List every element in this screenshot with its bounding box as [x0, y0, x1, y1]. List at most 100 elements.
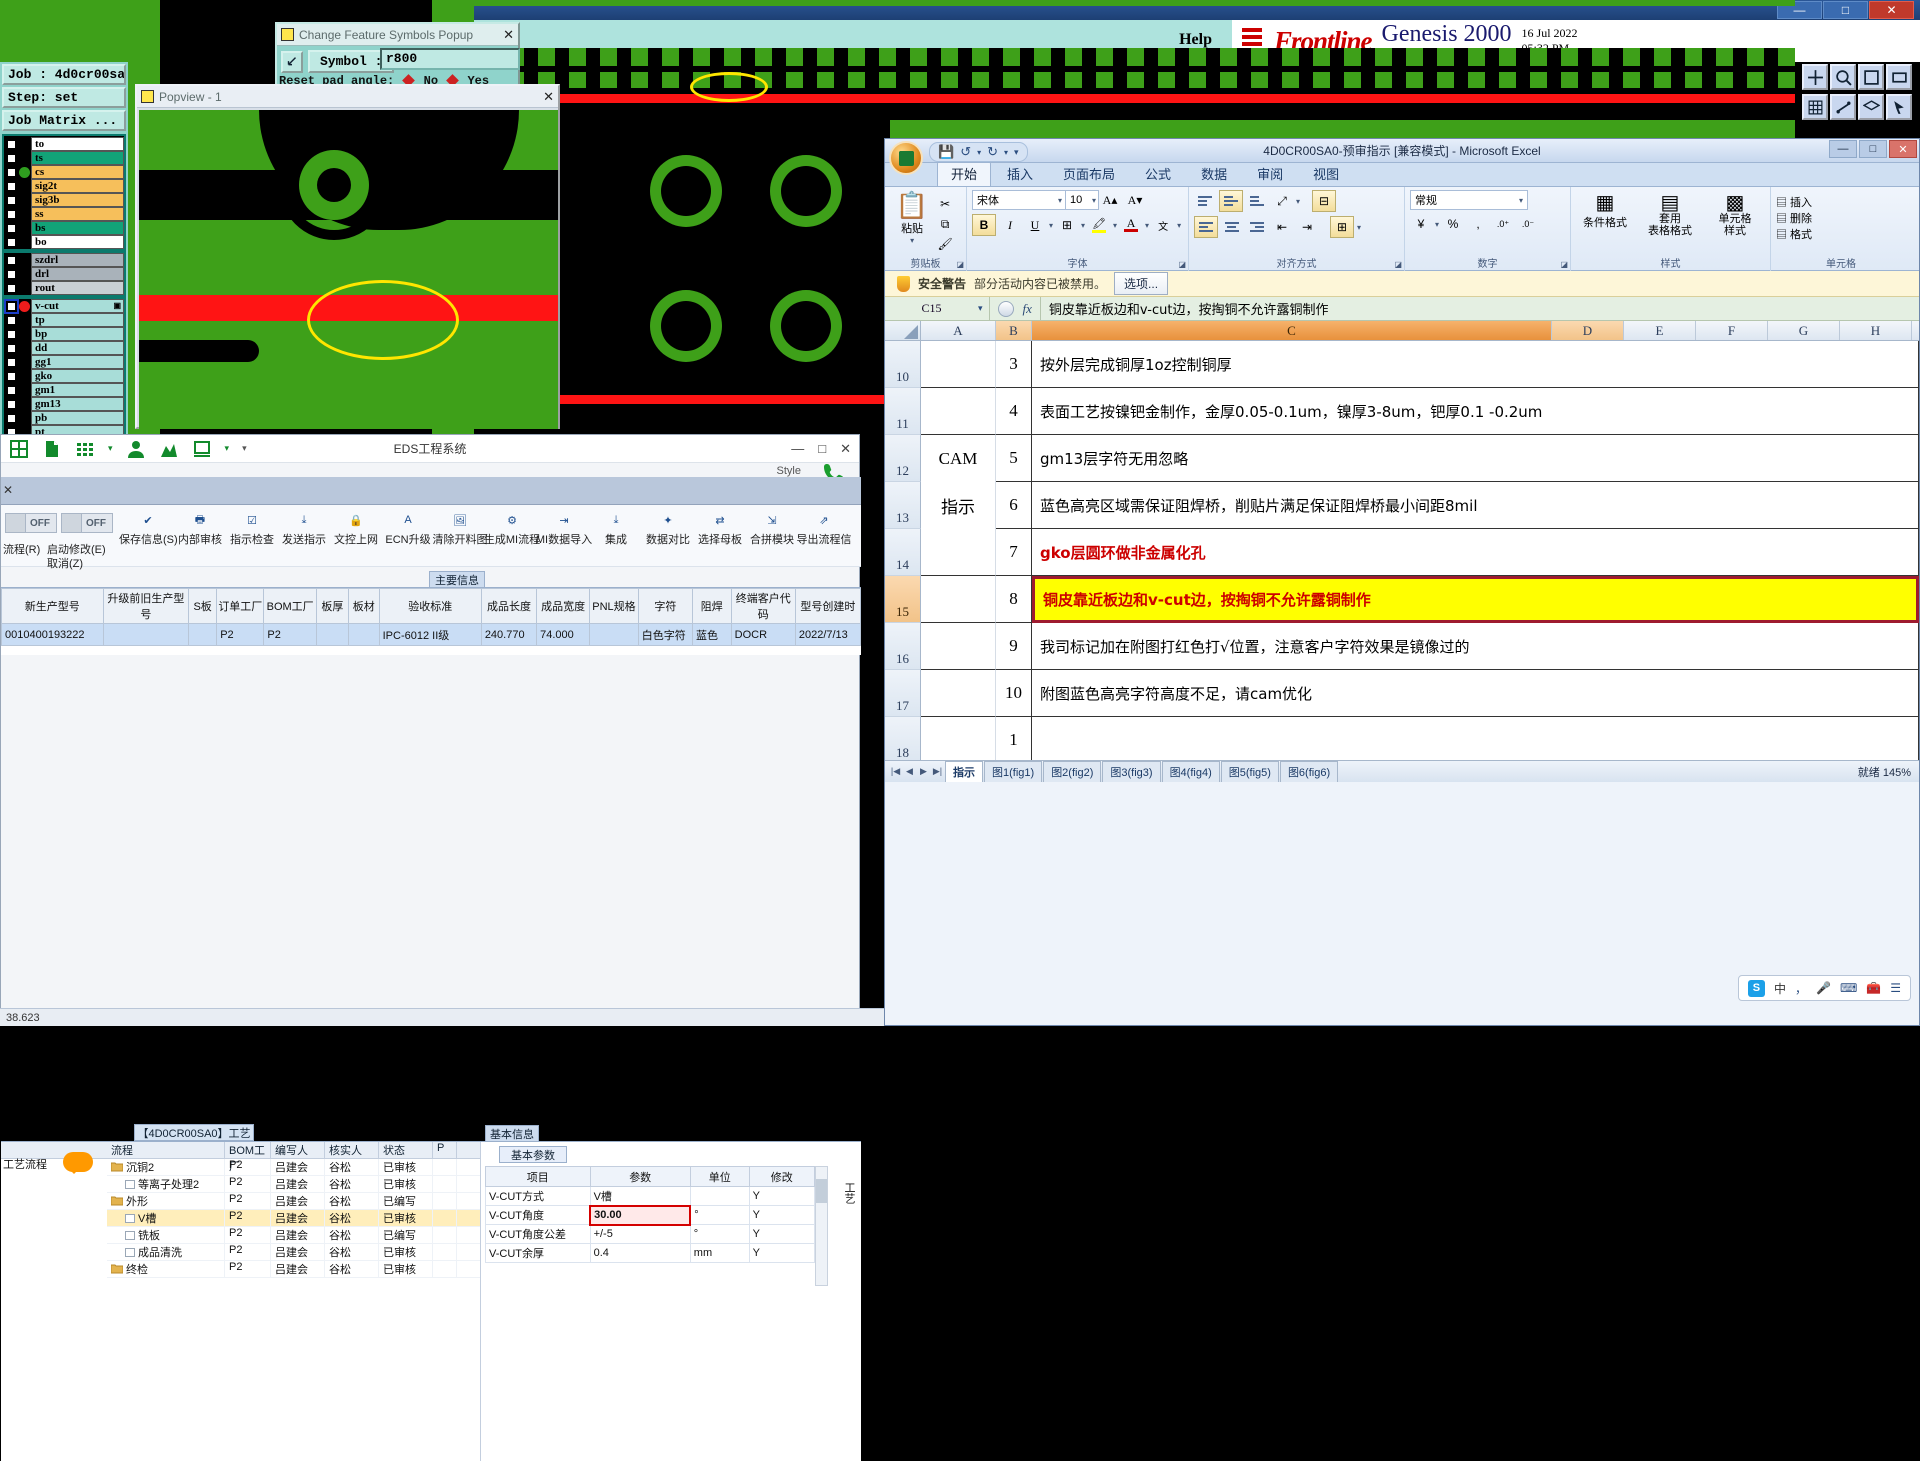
- eds-tab-strip[interactable]: [1, 477, 861, 505]
- layer-row-bo[interactable]: bo: [4, 235, 124, 249]
- column-header-E[interactable]: E: [1624, 321, 1696, 340]
- grid-icon[interactable]: [1802, 94, 1828, 120]
- layer-name[interactable]: gg1: [31, 355, 124, 369]
- excel-tab-视图[interactable]: 视图: [1313, 167, 1340, 182]
- eds-ribbon-item-13[interactable]: ⇗ 导出流程信: [795, 509, 853, 547]
- genesis-right-toolbar[interactable]: [1800, 62, 1920, 122]
- eds-ribbon-item-10[interactable]: ✦ 数据对比: [639, 509, 697, 547]
- column-header-B[interactable]: B: [996, 321, 1032, 340]
- eds-ribbon-item-5[interactable]: A ECN升级: [379, 509, 437, 547]
- measure-icon[interactable]: [1830, 94, 1856, 120]
- table-row[interactable]: 0010400193222 P2 P2 IPC-6012 II级 240.770 74.0…: [1, 623, 862, 646]
- sheet-nav-1[interactable]: ◀: [906, 766, 913, 776]
- params-cell-mod[interactable]: Y: [748, 1205, 816, 1225]
- layer-name[interactable]: dd: [31, 341, 124, 355]
- table-col-header[interactable]: S板: [188, 588, 218, 624]
- eds-ribbon-item-4[interactable]: 🔒 文控上网: [327, 509, 385, 547]
- table-cell[interactable]: 2022/7/13: [794, 623, 862, 646]
- increase-indent-icon[interactable]: ⇥: [1301, 220, 1313, 234]
- sheet-nav-2[interactable]: ▶: [920, 766, 927, 776]
- params-row[interactable]: V-CUT角度 30.00 ° Y: [485, 1204, 816, 1226]
- table-col-header[interactable]: 验收标准: [378, 588, 482, 624]
- tree-cell-p[interactable]: [433, 1176, 457, 1192]
- tree-cell-writer[interactable]: 吕建会: [271, 1227, 325, 1243]
- cell-C15[interactable]: 铜皮靠近板边和v-cut边，按掏铜不允许露铜制作: [1032, 576, 1919, 623]
- params-body[interactable]: V-CUT方式 V槽 Y V-CUT角度 30.00 ° Y V-CUT角度公差 +/-5 ° Y V…: [485, 1186, 816, 1263]
- align-left-icon[interactable]: [1194, 216, 1218, 238]
- download-icon[interactable]: ⤓: [613, 513, 619, 526]
- cfs-close-icon[interactable]: ✕: [503, 26, 514, 42]
- excel-tab-开始[interactable]: 开始: [937, 161, 992, 186]
- row-header-10[interactable]: 10: [885, 341, 921, 388]
- zoom-out-icon[interactable]: [1858, 64, 1884, 90]
- import-icon[interactable]: ⇥: [559, 514, 569, 527]
- cell-B16[interactable]: 9: [996, 623, 1032, 670]
- layer-checkbox[interactable]: [6, 152, 17, 164]
- eds-close-button[interactable]: ✕: [840, 440, 851, 456]
- tree-cell-name[interactable]: 外形: [107, 1193, 225, 1209]
- grid-row[interactable]: 17 10 附图蓝色高亮字符高度不足，请cam优化: [885, 670, 1919, 717]
- table-cell[interactable]: P2: [263, 623, 317, 646]
- close-button[interactable]: ✕: [1869, 1, 1914, 19]
- paste-icon[interactable]: 📋: [895, 190, 929, 220]
- cell-A14[interactable]: [921, 529, 996, 576]
- eds-minimize-button[interactable]: —: [791, 441, 805, 456]
- layer-name[interactable]: gm1: [31, 383, 124, 397]
- table-col-header[interactable]: 字符: [637, 588, 693, 624]
- grid-rows[interactable]: 10 3 按外层完成铜厚1oz控制铜厚 11 4 表面工艺按镍钯金制作，金厚0.05-0.…: [885, 341, 1919, 782]
- folder-icon[interactable]: [111, 1162, 123, 1172]
- layer-checkbox[interactable]: [6, 384, 17, 396]
- basic-params-tab[interactable]: 基本参数: [499, 1146, 567, 1163]
- eds-toggle-1[interactable]: OFF: [5, 513, 57, 533]
- layer-checkbox[interactable]: [6, 282, 17, 294]
- comma-icon[interactable]: ，: [1794, 981, 1807, 996]
- row-header-11[interactable]: 11: [885, 388, 921, 435]
- orientation-icon[interactable]: ⤢: [1277, 193, 1287, 208]
- table-col-header[interactable]: 成品长度: [480, 588, 538, 624]
- cell-A13[interactable]: 指示: [921, 482, 996, 529]
- tree-node-label[interactable]: 外形: [126, 1196, 148, 1208]
- tree-node-label[interactable]: 成品清洗: [138, 1247, 182, 1259]
- printer-icon[interactable]: 🖶: [194, 513, 206, 526]
- params-cell-mod[interactable]: Y: [748, 1224, 816, 1244]
- eds-chart-icon[interactable]: [159, 439, 179, 459]
- tree-cell-bom[interactable]: P2: [225, 1261, 271, 1277]
- tree-node-label[interactable]: 铣板: [138, 1230, 160, 1242]
- column-header-A[interactable]: A: [921, 321, 996, 340]
- conditional-format-label[interactable]: 条件格式: [1583, 217, 1627, 229]
- table-cell[interactable]: [347, 623, 380, 646]
- security-warning-bar[interactable]: 安全警告 部分活动内容已被禁用。 选项...: [885, 271, 1919, 297]
- layer-row-rout[interactable]: rout: [4, 281, 124, 295]
- layer-name[interactable]: cs: [31, 165, 124, 179]
- excel-tab-数据[interactable]: 数据: [1201, 167, 1228, 182]
- layer-row-bs[interactable]: bs: [4, 221, 124, 235]
- params-cell-value[interactable]: +/-5: [589, 1224, 691, 1244]
- clipboard-dialog-launcher[interactable]: ◪: [956, 260, 964, 269]
- tree-cell-p[interactable]: [433, 1261, 457, 1277]
- tree-cell-checker[interactable]: 谷松: [325, 1261, 379, 1277]
- row-header-16[interactable]: 16: [885, 623, 921, 670]
- eds-ribbon-item-2[interactable]: ☑ 指示检查: [223, 509, 281, 547]
- excel-tab-公式[interactable]: 公式: [1145, 167, 1172, 182]
- sheet-tab-图6(fig6)[interactable]: 图6(fig6): [1279, 761, 1339, 782]
- cell-styles-label[interactable]: 单元格 样式: [1718, 213, 1752, 237]
- eds-overflow-icon[interactable]: ▾: [242, 443, 247, 453]
- ribbon-group-number[interactable]: 常规 ▾ ¥ ▾ % , .0⁺ .0⁻ 数字 ◪: [1405, 187, 1571, 271]
- params-row[interactable]: V-CUT方式 V槽 Y: [485, 1186, 816, 1206]
- basic-params-table[interactable]: 项目 参数 单位 修改 V-CUT方式 V槽 Y V-CUT角度 30.00 ° Y V-CUT角度…: [485, 1166, 816, 1263]
- font-dialog-launcher[interactable]: ◪: [1178, 260, 1186, 269]
- format-painter-icon[interactable]: 🖌: [937, 237, 953, 251]
- row-header-15[interactable]: 15: [885, 576, 921, 623]
- align-top-icon[interactable]: [1194, 191, 1216, 211]
- tree-cell-name[interactable]: 等离子处理2: [107, 1176, 225, 1192]
- cell-C17[interactable]: 附图蓝色高亮字符高度不足，请cam优化: [1032, 670, 1919, 717]
- paste-label[interactable]: 粘贴: [901, 223, 924, 235]
- tree-cell-p[interactable]: [433, 1244, 457, 1260]
- eds-ribbon-item-1[interactable]: 🖶 内部审核: [171, 509, 229, 547]
- layer-checkbox[interactable]: [6, 208, 17, 220]
- tree-cell-checker[interactable]: 谷松: [325, 1210, 379, 1226]
- table-col-header[interactable]: 板材: [347, 588, 380, 624]
- select-icon[interactable]: [1886, 94, 1912, 120]
- layer-name[interactable]: bs: [31, 221, 124, 235]
- eds-tab-close-icon[interactable]: ✕: [3, 483, 14, 497]
